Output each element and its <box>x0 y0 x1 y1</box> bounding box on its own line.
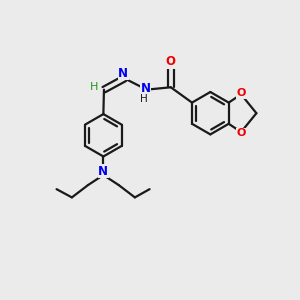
Text: N: N <box>98 165 108 178</box>
Text: H: H <box>89 82 98 92</box>
Text: H: H <box>140 94 148 104</box>
Text: O: O <box>166 55 176 68</box>
Text: O: O <box>237 88 246 98</box>
Text: N: N <box>140 82 151 95</box>
Text: N: N <box>118 67 128 80</box>
Text: O: O <box>237 128 246 138</box>
